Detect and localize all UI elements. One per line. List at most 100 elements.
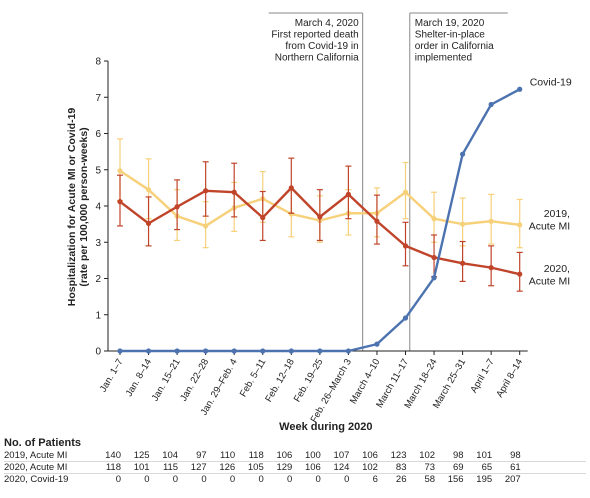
data-point [460, 260, 466, 266]
data-point [460, 221, 466, 227]
series-label: Acute MI [529, 276, 570, 288]
table-cell: 101 [476, 450, 492, 461]
table-cell: 126 [219, 462, 235, 473]
data-point [374, 218, 380, 224]
table-cell: 104 [162, 450, 178, 461]
data-point [488, 218, 494, 224]
data-point [117, 168, 123, 174]
x-tick-label: Jan. 15–21 [150, 357, 183, 403]
y-tick-label: 5 [95, 165, 101, 176]
table-cell: 106 [362, 450, 378, 461]
table-cell: 26 [396, 474, 407, 485]
data-point [431, 216, 437, 222]
table-row: 2019, Acute MI 140 125 104 97 110 118 106 100 107… [4, 450, 521, 461]
annotation-text: First reported death [271, 30, 358, 41]
table-cell: 0 [287, 474, 292, 485]
table-cell: 0 [316, 474, 321, 485]
table-cell: 129 [276, 462, 292, 473]
table-cell: 98 [510, 450, 521, 461]
data-point [460, 151, 466, 157]
x-tick-label: Jan. 8–14 [124, 357, 154, 399]
data-point [345, 348, 351, 354]
table-cell: 83 [396, 462, 407, 473]
series-label: Covid-19 [530, 76, 572, 88]
table-cell: 98 [453, 450, 464, 461]
table-row-label: 2020, Acute MI [4, 462, 67, 473]
table-row: 2020, Acute MI 118 101 115 127 126 105 129 106 12… [4, 462, 521, 473]
annotation-text: order in California [415, 41, 494, 52]
data-point [317, 214, 323, 220]
series-3: Covid-19 [117, 76, 572, 354]
x-tick-label: Feb. 5–11 [238, 357, 269, 399]
data-point [174, 204, 180, 210]
table-cell: 106 [305, 462, 321, 473]
data-point [402, 243, 409, 249]
table-cell: 115 [163, 462, 178, 473]
table-cell: 195 [476, 474, 492, 485]
table-cell: 0 [173, 474, 178, 485]
series-label: 2020, [544, 263, 570, 275]
table-cell: 140 [105, 450, 121, 461]
data-point [488, 265, 494, 271]
table-cell: 101 [134, 462, 150, 473]
series-2: 2020,Acute MI [117, 157, 570, 292]
annotation-text: Northern California [275, 53, 359, 64]
table-row: 2020, Covid-19 0 0 0 0 0 0 0 0 0 6 26 58 156 195 207 [4, 474, 521, 485]
y-tick-label: 6 [95, 129, 101, 140]
x-tick-label: Jan. 22–28 [178, 357, 211, 403]
x-tick-label: Jan. 1–7 [98, 357, 126, 394]
table-cell: 65 [482, 462, 493, 473]
data-point [231, 189, 237, 195]
table-cell: 125 [134, 450, 150, 461]
series-1: 2019,Acute MI [117, 138, 570, 249]
table-cell: 118 [106, 462, 121, 473]
data-point [317, 348, 323, 354]
table-cell: 100 [305, 450, 321, 461]
table-cell: 0 [116, 474, 121, 485]
annotation-text: Shelter-in-place [415, 30, 485, 41]
data-point [145, 187, 152, 193]
data-point [288, 185, 294, 191]
y-tick-label: 4 [95, 202, 101, 213]
y-axis-label: Hospitalization for Acute MI or Covid-19 [66, 108, 78, 307]
series-label: Acute MI [529, 220, 570, 232]
annotation-box [272, 13, 363, 69]
data-point [517, 271, 523, 277]
data-point [488, 101, 494, 108]
table-cell: 58 [424, 474, 435, 485]
y-tick-label: 2 [95, 274, 101, 285]
table-cell: 106 [276, 450, 292, 461]
data-point [517, 222, 523, 228]
table-row-label: 2020, Covid-19 [4, 474, 68, 485]
y-tick-label: 1 [95, 310, 101, 321]
annotation-text: from Covid-19 in [285, 41, 358, 52]
table-cell: 123 [391, 450, 407, 461]
data-point [145, 220, 152, 226]
data-point [431, 254, 437, 261]
data-point [174, 348, 180, 354]
table-cell: 107 [334, 450, 350, 461]
data-point [431, 275, 437, 281]
series-label: 2019, [544, 208, 570, 220]
data-point [517, 86, 523, 92]
table-cell: 0 [201, 474, 206, 485]
annotation-text: March 4, 2020 [295, 18, 359, 29]
table-cell: 73 [424, 462, 435, 473]
data-point [203, 188, 209, 194]
y-tick-label: 0 [95, 347, 101, 358]
table-title: No. of Patients [4, 437, 81, 449]
table-cell: 69 [453, 462, 464, 473]
data-point [402, 315, 409, 321]
table-cell: 102 [419, 450, 435, 461]
table-cell: 127 [191, 462, 207, 473]
table-cell: 105 [248, 462, 264, 473]
table-cell: 0 [258, 474, 263, 485]
y-axis-label: (rate per 100,000 person-weeks) [78, 127, 90, 286]
data-point [260, 348, 266, 354]
data-point [374, 341, 380, 347]
table-cell: 97 [196, 450, 207, 461]
